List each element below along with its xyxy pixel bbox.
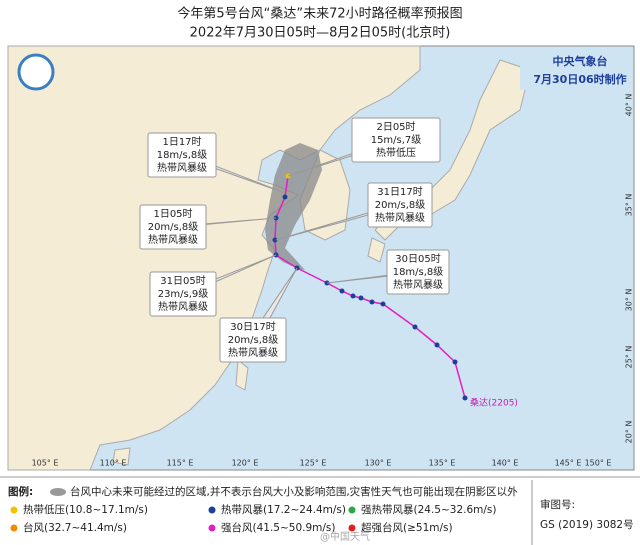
legend-title: 图例:	[8, 485, 33, 498]
callout-text: 热带风暴级	[375, 211, 425, 224]
lon-label: 150° E	[585, 459, 612, 468]
agency-name: 中央气象台	[553, 54, 608, 68]
legend-dot	[208, 506, 216, 514]
lon-label: 115° E	[167, 459, 194, 468]
taiwan	[235, 359, 249, 391]
forecast-point	[282, 194, 288, 200]
callout-text: 2日05时	[376, 121, 415, 133]
callout-text: 31日05时	[160, 275, 205, 287]
track-point	[434, 342, 440, 348]
map: 中央气象台 7月30日06时制作 桑达(2205)	[7, 45, 635, 471]
past-track	[326, 282, 466, 399]
callout-text: 1日17时	[162, 136, 201, 148]
storm-label: 桑达(2205)	[470, 397, 518, 409]
probability-cone	[265, 143, 322, 270]
track-point	[462, 395, 468, 401]
lon-label: 140° E	[492, 459, 519, 468]
lon-label: 120° E	[232, 459, 259, 468]
hainan	[112, 447, 131, 466]
legend-dot	[348, 524, 356, 532]
lat-label: 20° N	[625, 421, 634, 444]
lon-label: 105° E	[32, 459, 59, 468]
lon-label: 130° E	[365, 459, 392, 468]
legend-item: 强台风(41.5~50.9m/s)	[221, 521, 336, 534]
callout-text: 20m/s,8级	[375, 199, 426, 211]
callout-text: 热带风暴级	[393, 278, 443, 291]
callout-text: 热带风暴级	[228, 346, 278, 359]
logo	[17, 53, 55, 91]
legend-dot	[10, 506, 18, 514]
track-point	[358, 295, 364, 301]
callout-text: 30日05时	[395, 253, 440, 265]
callout-text: 15m/s,7级	[371, 134, 422, 146]
legend-dot	[208, 524, 216, 532]
lat-label: 25° N	[625, 346, 634, 369]
legend-item: 强热带风暴(24.5~32.6m/s)	[361, 503, 497, 516]
lon-label: 135° E	[429, 459, 456, 468]
callout-box	[367, 182, 433, 228]
approval-number: GS (2019) 3082号	[540, 519, 634, 531]
approval-label: 审图号:	[540, 498, 575, 511]
legend-item: 热带风暴(17.2~24.4m/s)	[221, 503, 346, 516]
callout-box	[147, 132, 217, 178]
legend-item: 台风(32.7~41.4m/s)	[23, 521, 127, 534]
callout-text: 18m/s,8级	[157, 149, 208, 161]
track-point	[412, 324, 418, 330]
lon-label: 145° E	[555, 459, 582, 468]
title: 今年第5号台风“桑达”未来72小时路径概率预报图	[177, 6, 462, 22]
subtitle: 2022年7月30日05时—8月2日05时(北京时)	[190, 26, 451, 41]
kyushu	[367, 237, 386, 263]
lon-label: 125° E	[300, 459, 327, 468]
legend-item: 超强台风(≥51m/s)	[361, 521, 453, 534]
track-point	[339, 288, 345, 294]
cone-swatch	[50, 488, 66, 496]
callout-box	[219, 317, 287, 363]
agency-made: 7月30日06时制作	[533, 72, 626, 86]
callout-text: 18m/s,8级	[393, 266, 444, 278]
callout-text: 热带低压	[376, 146, 416, 159]
callout-text: 23m/s,9级	[158, 288, 209, 300]
watermark: @中国天气	[320, 530, 370, 543]
callout-text: 热带风暴级	[148, 233, 198, 246]
mainland	[7, 45, 421, 471]
legend-dot	[348, 506, 356, 514]
callout-text: 20m/s,8级	[148, 221, 199, 233]
legend-dot	[10, 524, 18, 532]
japan	[374, 59, 531, 241]
callout-box	[139, 204, 207, 250]
lat-label: 30° N	[625, 289, 634, 312]
callout-text: 热带风暴级	[157, 161, 207, 174]
forecast-point	[272, 237, 278, 243]
callout-text: 热带风暴级	[158, 300, 208, 313]
legend-item: 热带低压(10.8~17.1m/s)	[23, 503, 148, 516]
track-point	[380, 301, 386, 307]
legend-cone: 台风中心未来可能经过的区域,并不表示台风大小及影响范围,灾害性天气也可能出现在阴…	[70, 485, 518, 498]
lat-label: 35° N	[625, 194, 634, 217]
track-point	[350, 293, 356, 299]
callout-text: 30日17时	[230, 321, 275, 333]
callout-text: 31日17时	[377, 186, 422, 198]
callout-text: 20m/s,8级	[228, 334, 279, 346]
agency-box	[520, 52, 630, 90]
lon-label: 110° E	[100, 459, 127, 468]
track-point	[452, 359, 458, 365]
lat-label: 40° N	[625, 94, 634, 117]
track-point	[369, 299, 375, 305]
callout-box	[386, 249, 450, 295]
callout-box	[351, 117, 441, 163]
callout-box	[149, 271, 217, 317]
callout-text: 1日05时	[153, 208, 192, 220]
